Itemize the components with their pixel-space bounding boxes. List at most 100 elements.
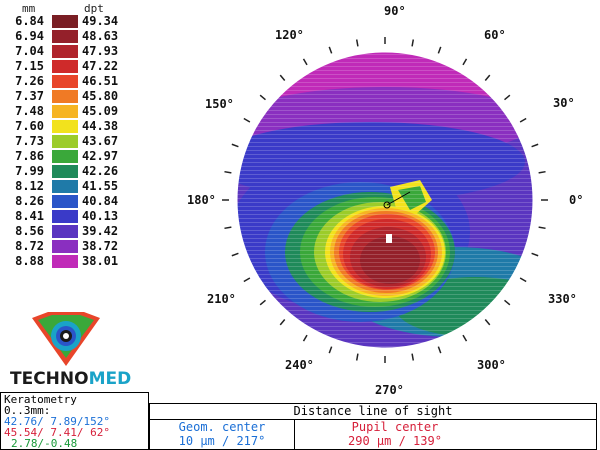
angle-tick [538, 170, 546, 174]
angle-label-0: 0° [569, 193, 584, 207]
scale-dpt-value: 40.84 [82, 194, 119, 208]
keratometry-panel: Keratometry 0..3mm: 42.76/ 7.89/152° 45.… [0, 392, 149, 450]
scale-dpt-value: 47.93 [82, 44, 119, 58]
scale-color-swatch [52, 225, 78, 238]
pupil-center-value: 290 µm / 139° [348, 434, 442, 448]
scale-color-swatch [52, 165, 78, 178]
corneal-topography-map [222, 37, 548, 363]
angle-tick [504, 94, 511, 101]
angle-label-120: 120° [275, 28, 304, 42]
scale-mm-value: 8.56 [15, 224, 44, 238]
scale-dpt-value: 43.67 [82, 134, 119, 148]
angle-label-90: 90° [384, 4, 406, 18]
scale-color-swatch [52, 15, 78, 28]
scale-dpt-value: 42.97 [82, 149, 119, 163]
scale-row: 7.60 44.38 [0, 120, 140, 133]
scale-row: 7.86 42.97 [0, 150, 140, 163]
scale-color-swatch [52, 30, 78, 43]
scale-mm-value: 7.86 [15, 149, 44, 163]
angle-tick [259, 299, 266, 306]
scale-row: 7.73 43.67 [0, 135, 140, 148]
scale-row: 8.12 41.55 [0, 180, 140, 193]
angle-label-150: 150° [205, 97, 234, 111]
divider [294, 420, 295, 449]
brand-name: TECHNOMED [10, 369, 131, 389]
angle-tick [437, 46, 442, 54]
scale-color-swatch [52, 255, 78, 268]
scale-color-swatch [52, 150, 78, 163]
distance-title: Distance line of sight [150, 404, 596, 420]
keratometry-title: Keratometry [4, 393, 77, 406]
angle-tick [504, 299, 511, 306]
scale-dpt-value: 39.42 [82, 224, 119, 238]
angle-tick [243, 277, 251, 283]
scale-dpt-value: 42.26 [82, 164, 119, 178]
scale-color-swatch [52, 135, 78, 148]
scale-row: 8.72 38.72 [0, 240, 140, 253]
angle-label-240: 240° [285, 358, 314, 372]
keratometry-line2: 45.54/ 7.41/ 62° [4, 426, 110, 439]
scale-mm-value: 7.26 [15, 74, 44, 88]
geom-center-value: 10 µm / 217° [178, 434, 266, 448]
angle-label-180: 180° [187, 193, 216, 207]
scale-mm-value: 7.48 [15, 104, 44, 118]
scale-row: 7.37 45.80 [0, 90, 140, 103]
angle-tick [243, 117, 251, 123]
scale-mm-value: 6.94 [15, 29, 44, 43]
scale-color-swatch [52, 60, 78, 73]
scale-dpt-value: 38.01 [82, 254, 119, 268]
scale-dpt-value: 47.22 [82, 59, 119, 73]
angle-tick [462, 334, 468, 342]
scale-dpt-value: 46.51 [82, 74, 119, 88]
scale-row: 8.26 40.84 [0, 195, 140, 208]
angle-tick [302, 58, 308, 66]
scale-dpt-value: 38.72 [82, 239, 119, 253]
angle-tick [411, 353, 415, 361]
angle-tick [531, 143, 539, 148]
angle-tick [302, 334, 308, 342]
scale-color-swatch [52, 75, 78, 88]
scale-color-swatch [52, 180, 78, 193]
scale-mm-value: 8.88 [15, 254, 44, 268]
scale-mm-value: 8.12 [15, 179, 44, 193]
angle-label-30: 30° [553, 96, 575, 110]
angle-tick [231, 252, 239, 257]
angle-tick [328, 46, 333, 54]
angle-tick [462, 58, 468, 66]
scale-row: 7.48 45.09 [0, 105, 140, 118]
angle-tick [279, 319, 286, 326]
scale-row: 8.56 39.42 [0, 225, 140, 238]
scale-row: 6.84 49.34 [0, 15, 140, 28]
scale-dpt-value: 45.80 [82, 89, 119, 103]
angle-tick [519, 277, 527, 283]
scale-dpt-value: 45.09 [82, 104, 119, 118]
scale-mm-value: 7.04 [15, 44, 44, 58]
scale-mm-value: 8.41 [15, 209, 44, 223]
scale-color-swatch [52, 120, 78, 133]
angle-label-60: 60° [484, 28, 506, 42]
angle-tick [224, 226, 232, 230]
scale-row: 7.99 42.26 [0, 165, 140, 178]
angle-tick [259, 94, 266, 101]
scale-row: 7.04 47.93 [0, 45, 140, 58]
angle-label-330: 330° [548, 292, 577, 306]
scale-row: 8.88 38.01 [0, 255, 140, 268]
angle-label-270: 270° [375, 383, 404, 397]
scale-row: 7.15 47.22 [0, 60, 140, 73]
angle-tick [279, 74, 286, 81]
scale-dpt-value: 41.55 [82, 179, 119, 193]
angle-tick [355, 353, 359, 361]
scale-mm-value: 8.26 [15, 194, 44, 208]
distance-line-of-sight-panel: Distance line of sight Geom. center Pupi… [149, 403, 597, 450]
technomed-logo [32, 312, 100, 366]
angle-tick [484, 74, 491, 81]
angle-tick [224, 170, 232, 174]
scale-color-swatch [52, 105, 78, 118]
brand-name-part2: MED [88, 369, 132, 389]
scale-row: 7.26 46.51 [0, 75, 140, 88]
geom-center-label: Geom. center [178, 420, 266, 434]
scale-color-swatch [52, 45, 78, 58]
scale-dpt-value: 40.13 [82, 209, 119, 223]
angle-tick [519, 117, 527, 123]
scale-mm-value: 7.15 [15, 59, 44, 73]
